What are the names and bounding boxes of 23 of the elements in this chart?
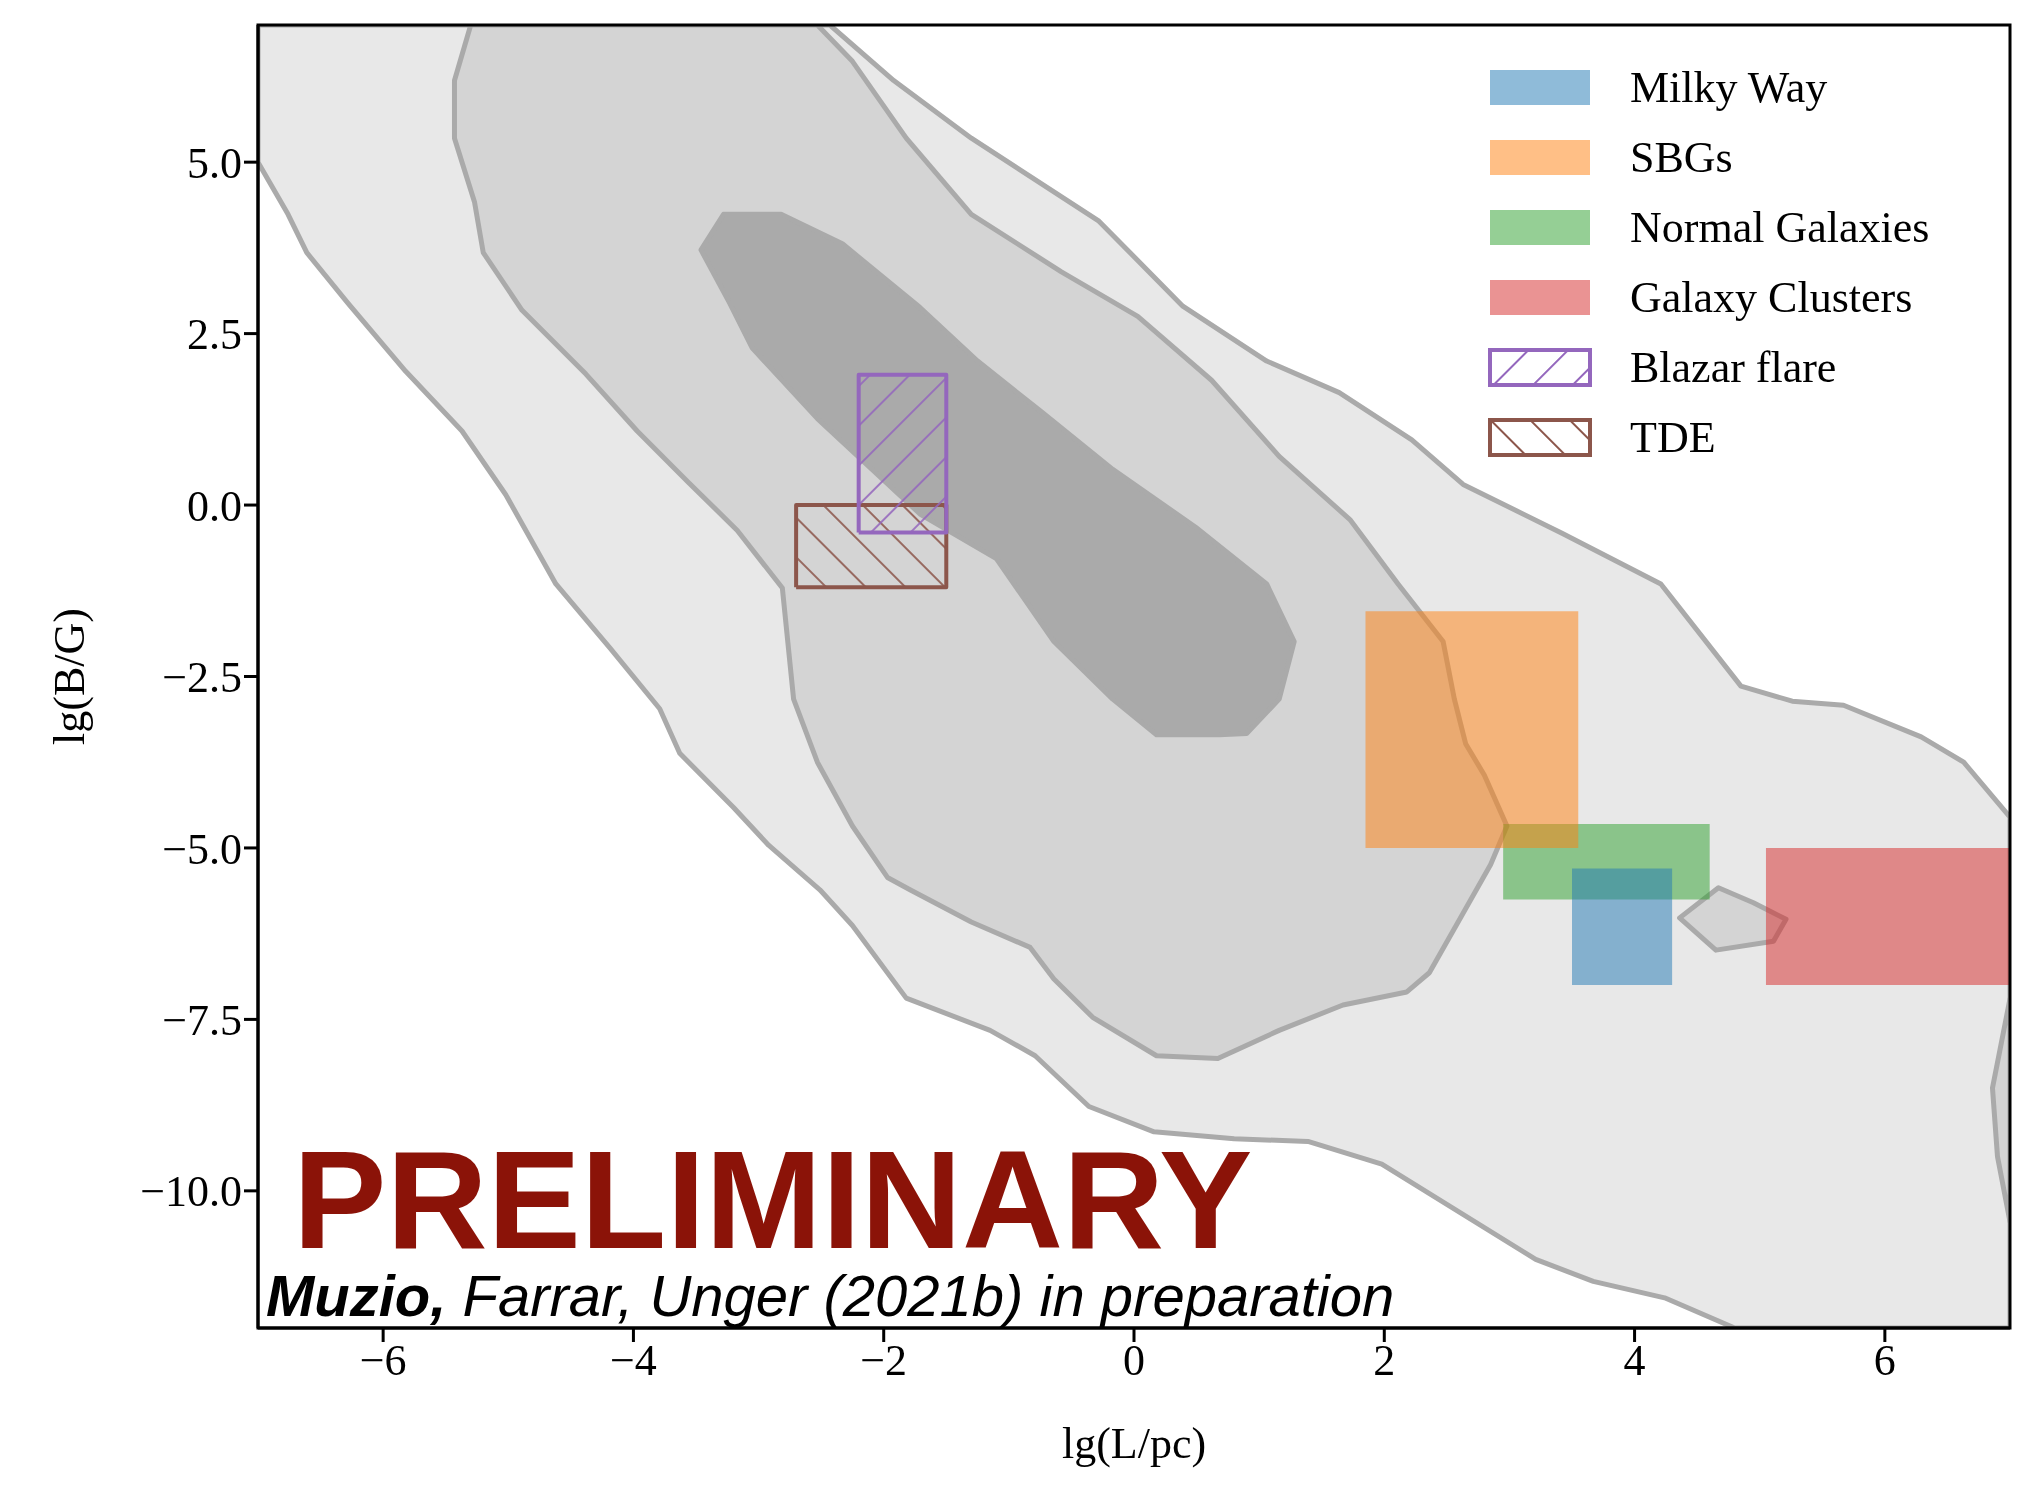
y-tick-label: 5.0 xyxy=(187,138,242,188)
legend-label: SBGs xyxy=(1630,133,1733,182)
legend-label: Normal Galaxies xyxy=(1630,203,1930,252)
y-axis-title: lg(B/G) xyxy=(44,608,94,745)
legend-label: Blazar flare xyxy=(1630,343,1837,392)
annotation: Muzio, Farrar, Unger (2021b) in preparation xyxy=(266,1263,1395,1328)
y-tick-label: 2.5 xyxy=(187,310,242,360)
y-tick-label: −7.5 xyxy=(162,996,242,1046)
x-tick-label: −4 xyxy=(610,1336,657,1386)
y-tick-label: −5.0 xyxy=(162,824,242,874)
legend-label: Galaxy Clusters xyxy=(1630,273,1913,322)
y-tick-label: −10.0 xyxy=(140,1167,242,1217)
x-tick-label: 6 xyxy=(1873,1336,1896,1386)
x-axis-title: lg(L/pc) xyxy=(1061,1419,1207,1468)
y-tick-label: 0.0 xyxy=(187,481,242,531)
legend-label: TDE xyxy=(1630,413,1716,462)
x-tick-label: 0 xyxy=(1123,1336,1145,1386)
y-tick-label: −2.5 xyxy=(162,653,242,703)
legend-label: Milky Way xyxy=(1630,63,1828,112)
x-tick-label: −6 xyxy=(359,1336,407,1386)
x-tick-label: 2 xyxy=(1373,1336,1396,1386)
x-tick-label: −2 xyxy=(860,1336,908,1386)
x-tick-label: 4 xyxy=(1623,1336,1646,1386)
